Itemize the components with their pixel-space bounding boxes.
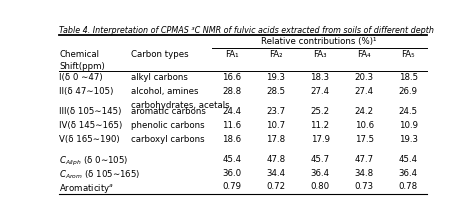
- Text: 19.3: 19.3: [266, 73, 285, 82]
- Text: 18.3: 18.3: [310, 73, 329, 82]
- Text: FA₄: FA₄: [357, 50, 371, 59]
- Text: V(δ 165∼190): V(δ 165∼190): [59, 135, 120, 144]
- Text: 17.5: 17.5: [355, 135, 374, 144]
- Text: FA₅: FA₅: [401, 50, 415, 59]
- Text: Shift(ppm): Shift(ppm): [59, 62, 105, 71]
- Text: 10.9: 10.9: [399, 121, 418, 130]
- Text: IV(δ 145∼165): IV(δ 145∼165): [59, 121, 122, 130]
- Text: carboxyl carbons: carboxyl carbons: [131, 135, 204, 144]
- Text: 36.4: 36.4: [310, 169, 329, 178]
- Text: carbohydrates, acetals: carbohydrates, acetals: [131, 101, 229, 110]
- Text: alkyl carbons: alkyl carbons: [131, 73, 188, 82]
- Text: Table 4. Interpretation of CPMAS ³C NMR of fulvic acids extracted from soils of : Table 4. Interpretation of CPMAS ³C NMR …: [59, 26, 434, 35]
- Text: 19.3: 19.3: [399, 135, 418, 144]
- Text: 28.5: 28.5: [266, 87, 285, 96]
- Text: 24.2: 24.2: [355, 107, 374, 116]
- Text: III(δ 105∼145): III(δ 105∼145): [59, 107, 122, 116]
- Text: 17.8: 17.8: [266, 135, 285, 144]
- Text: 0.80: 0.80: [310, 182, 329, 191]
- Text: 25.2: 25.2: [310, 107, 329, 116]
- Text: 34.8: 34.8: [355, 169, 374, 178]
- Text: aromatic carbons: aromatic carbons: [131, 107, 206, 116]
- Text: 10.6: 10.6: [355, 121, 374, 130]
- Text: 11.2: 11.2: [310, 121, 329, 130]
- Text: 0.72: 0.72: [266, 182, 285, 191]
- Text: 17.9: 17.9: [310, 135, 329, 144]
- Text: II(δ 47∼105): II(δ 47∼105): [59, 87, 114, 96]
- Text: 23.7: 23.7: [266, 107, 285, 116]
- Text: 45.4: 45.4: [399, 155, 418, 164]
- Text: 36.0: 36.0: [222, 169, 241, 178]
- Text: FA₃: FA₃: [313, 50, 327, 59]
- Text: phenolic carbons: phenolic carbons: [131, 121, 204, 130]
- Text: FA₁: FA₁: [225, 50, 239, 59]
- Text: 45.7: 45.7: [310, 155, 329, 164]
- Text: 11.6: 11.6: [222, 121, 241, 130]
- Text: 24.5: 24.5: [399, 107, 418, 116]
- Text: 28.8: 28.8: [222, 87, 241, 96]
- Text: 34.4: 34.4: [266, 169, 285, 178]
- Text: FA₂: FA₂: [269, 50, 283, 59]
- Text: 10.7: 10.7: [266, 121, 285, 130]
- Text: alcohol, amines: alcohol, amines: [131, 87, 199, 96]
- Text: 24.4: 24.4: [222, 107, 241, 116]
- Text: 47.8: 47.8: [266, 155, 285, 164]
- Text: 27.4: 27.4: [355, 87, 374, 96]
- Text: 0.79: 0.79: [222, 182, 241, 191]
- Text: Relative contributions (%)¹: Relative contributions (%)¹: [261, 37, 377, 46]
- Text: 0.73: 0.73: [355, 182, 374, 191]
- Text: 47.7: 47.7: [355, 155, 374, 164]
- Text: Carbon types: Carbon types: [131, 50, 189, 59]
- Text: 20.3: 20.3: [355, 73, 374, 82]
- Text: 26.9: 26.9: [399, 87, 418, 96]
- Text: I(δ 0 ∼47): I(δ 0 ∼47): [59, 73, 103, 82]
- Text: 0.78: 0.78: [399, 182, 418, 191]
- Text: Aromaticity$^{a}$: Aromaticity$^{a}$: [59, 182, 114, 195]
- Text: 18.5: 18.5: [399, 73, 418, 82]
- Text: 36.4: 36.4: [399, 169, 418, 178]
- Text: $C_{Aliph}$ (δ 0∼105): $C_{Aliph}$ (δ 0∼105): [59, 155, 128, 168]
- Text: Chemical: Chemical: [59, 50, 99, 59]
- Text: 18.6: 18.6: [222, 135, 241, 144]
- Text: 16.6: 16.6: [222, 73, 241, 82]
- Text: 45.4: 45.4: [222, 155, 241, 164]
- Text: $C_{Arom}$ (δ 105∼165): $C_{Arom}$ (δ 105∼165): [59, 169, 141, 181]
- Text: 27.4: 27.4: [310, 87, 329, 96]
